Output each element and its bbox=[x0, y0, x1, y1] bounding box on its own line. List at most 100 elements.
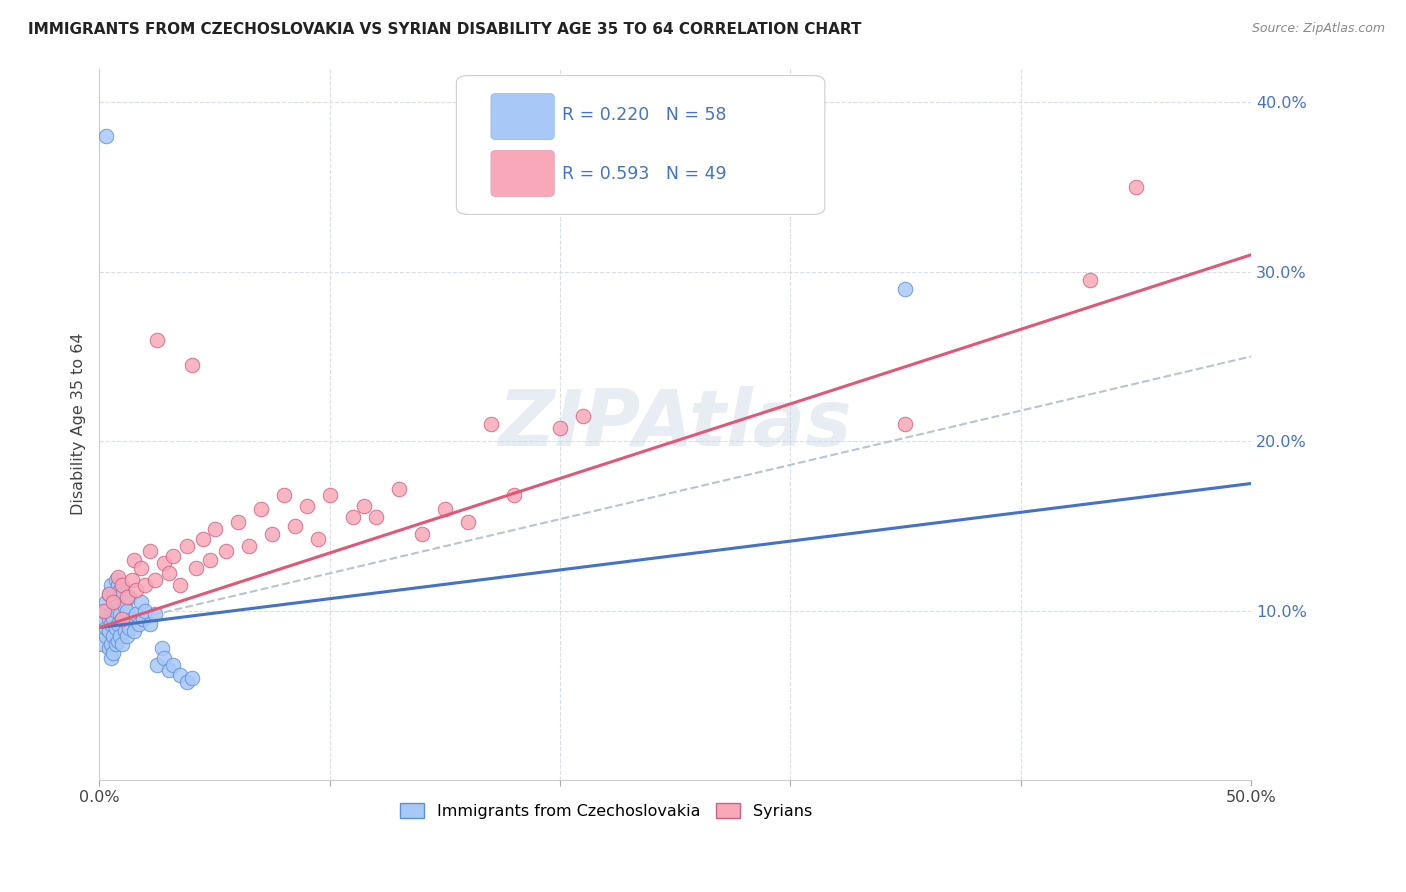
Point bbox=[111, 578, 134, 592]
Point bbox=[134, 578, 156, 592]
Point bbox=[96, 620, 118, 634]
Point bbox=[121, 573, 143, 587]
Text: ZIPAtlas: ZIPAtlas bbox=[498, 386, 852, 462]
Point bbox=[129, 561, 152, 575]
Point bbox=[157, 566, 180, 581]
Point bbox=[104, 637, 127, 651]
Point bbox=[115, 629, 138, 643]
Point bbox=[1078, 273, 1101, 287]
Point bbox=[97, 624, 120, 638]
Point bbox=[111, 612, 134, 626]
Point bbox=[176, 674, 198, 689]
Point bbox=[353, 499, 375, 513]
Point bbox=[204, 522, 226, 536]
Point bbox=[104, 620, 127, 634]
Text: Source: ZipAtlas.com: Source: ZipAtlas.com bbox=[1251, 22, 1385, 36]
Point bbox=[93, 612, 115, 626]
Point bbox=[262, 527, 284, 541]
Point bbox=[103, 595, 125, 609]
Point bbox=[100, 607, 122, 621]
Point bbox=[90, 637, 112, 651]
Point bbox=[134, 603, 156, 617]
Point bbox=[284, 519, 307, 533]
Point bbox=[97, 586, 120, 600]
Point bbox=[111, 586, 134, 600]
Point bbox=[503, 488, 526, 502]
Point bbox=[108, 629, 131, 643]
Point bbox=[132, 612, 155, 626]
Point bbox=[108, 583, 131, 598]
Point bbox=[122, 624, 145, 638]
Point bbox=[146, 333, 169, 347]
Point bbox=[114, 600, 136, 615]
Point bbox=[146, 657, 169, 672]
Text: IMMIGRANTS FROM CZECHOSLOVAKIA VS SYRIAN DISABILITY AGE 35 TO 64 CORRELATION CHA: IMMIGRANTS FROM CZECHOSLOVAKIA VS SYRIAN… bbox=[28, 22, 862, 37]
Point bbox=[180, 671, 202, 685]
Point bbox=[100, 617, 122, 632]
Point bbox=[111, 612, 134, 626]
Point bbox=[169, 668, 191, 682]
Point bbox=[894, 282, 917, 296]
Point bbox=[103, 646, 125, 660]
Point bbox=[342, 510, 364, 524]
Point bbox=[118, 620, 141, 634]
Point bbox=[107, 634, 129, 648]
Point bbox=[115, 603, 138, 617]
Point bbox=[198, 553, 221, 567]
Point bbox=[107, 570, 129, 584]
FancyBboxPatch shape bbox=[457, 76, 825, 214]
Point bbox=[153, 556, 176, 570]
FancyBboxPatch shape bbox=[491, 151, 554, 196]
Point bbox=[176, 539, 198, 553]
Point bbox=[1125, 180, 1147, 194]
Point bbox=[100, 578, 122, 592]
Point bbox=[319, 488, 342, 502]
Point bbox=[103, 590, 125, 604]
Point bbox=[96, 595, 118, 609]
Point bbox=[96, 129, 118, 144]
Point bbox=[238, 539, 260, 553]
Point bbox=[572, 409, 595, 423]
Point bbox=[122, 553, 145, 567]
Text: R = 0.593   N = 49: R = 0.593 N = 49 bbox=[562, 165, 727, 183]
Point bbox=[894, 417, 917, 432]
Point bbox=[411, 527, 433, 541]
Point bbox=[108, 607, 131, 621]
Point bbox=[388, 482, 411, 496]
Point bbox=[162, 657, 184, 672]
Point bbox=[100, 651, 122, 665]
Point bbox=[118, 590, 141, 604]
Point bbox=[125, 583, 148, 598]
Point bbox=[157, 663, 180, 677]
Point bbox=[150, 640, 173, 655]
Point bbox=[103, 629, 125, 643]
Point bbox=[364, 510, 387, 524]
Point bbox=[226, 516, 249, 530]
Point bbox=[295, 499, 318, 513]
FancyBboxPatch shape bbox=[491, 94, 554, 140]
Point bbox=[107, 617, 129, 632]
Point bbox=[479, 417, 502, 432]
Point bbox=[107, 595, 129, 609]
Point bbox=[125, 607, 148, 621]
Point bbox=[153, 651, 176, 665]
Point bbox=[97, 640, 120, 655]
Point bbox=[111, 637, 134, 651]
Point bbox=[104, 603, 127, 617]
Point bbox=[249, 502, 271, 516]
Point bbox=[103, 612, 125, 626]
Point bbox=[307, 533, 329, 547]
Point bbox=[457, 516, 479, 530]
Point bbox=[143, 607, 166, 621]
Point bbox=[129, 595, 152, 609]
Legend: Immigrants from Czechoslovakia, Syrians: Immigrants from Czechoslovakia, Syrians bbox=[394, 797, 818, 825]
Point bbox=[139, 544, 162, 558]
Point bbox=[107, 578, 129, 592]
Point bbox=[121, 612, 143, 626]
Point bbox=[273, 488, 295, 502]
Point bbox=[139, 617, 162, 632]
Point bbox=[93, 603, 115, 617]
Text: R = 0.220   N = 58: R = 0.220 N = 58 bbox=[562, 106, 727, 125]
Point bbox=[548, 420, 571, 434]
Point bbox=[115, 590, 138, 604]
